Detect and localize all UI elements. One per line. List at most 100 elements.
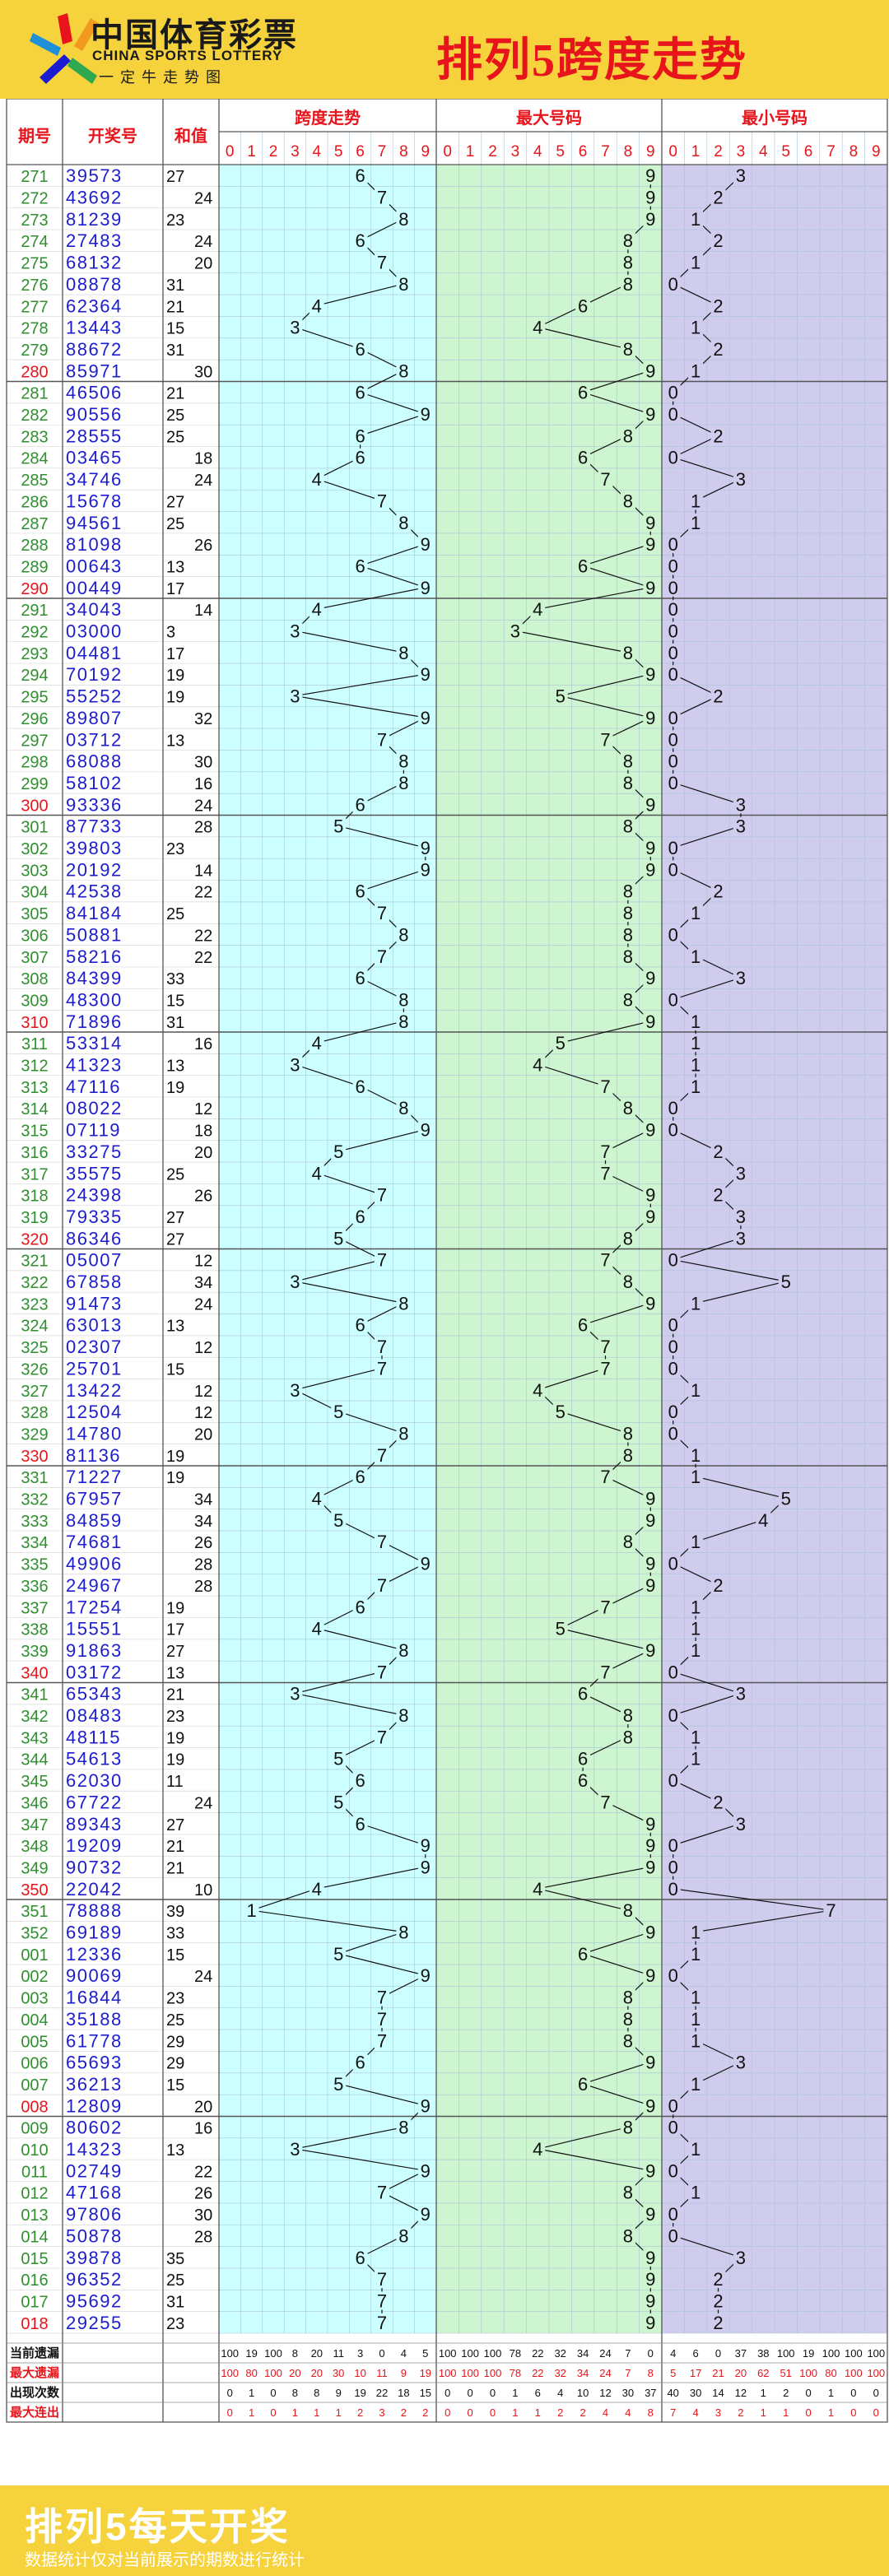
trend-marker: 5 <box>333 1228 343 1248</box>
trend-marker: 9 <box>645 1510 655 1531</box>
trend-marker-bg <box>331 1402 347 1421</box>
trend-marker-bg <box>688 2140 704 2159</box>
trend-marker: 8 <box>623 2183 633 2203</box>
header-period: 期号 <box>18 127 51 146</box>
header-sum: 和值 <box>175 126 207 146</box>
stat-value: 1 <box>314 2406 319 2419</box>
digit-header: 4 <box>313 143 322 160</box>
trend-marker-bg <box>287 1380 303 1399</box>
stat-value: 1 <box>761 2406 766 2419</box>
digit-header: 9 <box>421 143 431 160</box>
stat-value: 10 <box>354 2367 365 2379</box>
trend-marker-bg <box>688 1294 704 1313</box>
draw-number: 08483 <box>66 1705 123 1726</box>
trend-marker: 3 <box>736 1684 746 1704</box>
trend-marker: 8 <box>623 339 633 360</box>
draw-number: 27483 <box>66 230 123 251</box>
trend-marker-bg <box>733 1229 748 1248</box>
stat-value: 100 <box>221 2367 239 2379</box>
digit-header: 4 <box>533 143 542 160</box>
trend-marker: 9 <box>645 1011 655 1032</box>
trend-marker-bg <box>620 2183 635 2202</box>
trend-marker: 0 <box>668 708 678 728</box>
trend-marker-bg <box>552 686 568 705</box>
trend-marker: 9 <box>421 1554 431 1574</box>
trend-marker: 4 <box>533 1879 542 1899</box>
sum-value: 15 <box>166 1360 184 1379</box>
trend-marker: 0 <box>668 2204 678 2225</box>
trend-marker: 9 <box>421 708 431 728</box>
trend-marker: 9 <box>645 165 655 186</box>
trend-marker: 0 <box>668 729 678 750</box>
sum-value: 34 <box>194 1513 212 1531</box>
trend-marker-bg <box>287 318 303 337</box>
draw-number: 35188 <box>66 2009 123 2030</box>
period-label: 332 <box>21 1491 48 1509</box>
trend-marker: 0 <box>668 274 678 295</box>
trend-marker: 8 <box>623 946 633 967</box>
draw-number: 81136 <box>66 1445 121 1466</box>
draw-number: 67722 <box>66 1792 123 1812</box>
trend-marker: 0 <box>668 2160 678 2181</box>
trend-marker: 6 <box>578 1770 588 1791</box>
draw-number: 94561 <box>66 513 123 533</box>
draw-number: 46506 <box>66 383 123 403</box>
trend-marker-bg <box>688 1055 704 1074</box>
trend-marker: 9 <box>645 404 655 425</box>
trend-marker-bg <box>575 1944 591 1963</box>
period-label: 328 <box>21 1404 48 1422</box>
trend-marker: 9 <box>645 2248 655 2268</box>
trend-marker-bg <box>620 1706 635 1725</box>
trend-marker-bg <box>620 2009 635 2028</box>
stat-value: 5 <box>670 2367 676 2379</box>
stat-value: 2 <box>357 2406 363 2419</box>
trend-marker-bg <box>375 1359 389 1378</box>
trend-marker-bg <box>665 1836 681 1855</box>
sum-value: 15 <box>166 320 184 338</box>
sum-value: 22 <box>194 884 212 902</box>
trend-marker: 0 <box>668 859 678 880</box>
stat-value: 1 <box>535 2406 541 2419</box>
draw-number: 39878 <box>66 2248 123 2268</box>
sum-value: 30 <box>194 363 212 381</box>
trend-marker: 4 <box>312 1879 322 1899</box>
stat-value: 0 <box>490 2406 496 2419</box>
period-label: 018 <box>21 2315 48 2333</box>
trend-marker-bg <box>396 2226 412 2245</box>
group-separators <box>7 380 887 2118</box>
trend-marker: 1 <box>691 1033 700 1053</box>
trend-marker-bg <box>733 166 748 185</box>
trend-marker: 4 <box>533 599 542 620</box>
period-label: 006 <box>21 2055 48 2073</box>
trend-marker: 7 <box>600 1337 610 1357</box>
trend-marker-bg <box>309 600 324 619</box>
trend-marker: 8 <box>623 274 633 295</box>
stat-label: 出现次数 <box>10 2385 60 2400</box>
trend-marker: 6 <box>578 1749 588 1769</box>
period-label: 282 <box>21 407 48 425</box>
sum-value: 28 <box>194 1578 212 1596</box>
trend-marker-bg <box>396 643 412 662</box>
trend-marker: 2 <box>713 339 723 360</box>
trend-marker-bg <box>575 1684 591 1703</box>
trend-marker: 4 <box>533 1380 542 1401</box>
draw-number: 87733 <box>66 816 123 837</box>
digit-header: 7 <box>378 143 387 160</box>
trend-marker: 8 <box>398 751 408 772</box>
trend-marker-bg <box>620 1901 635 1920</box>
trend-marker: 6 <box>355 1467 365 1487</box>
trend-marker: 7 <box>377 2313 387 2333</box>
stat-value: 3 <box>357 2347 363 2360</box>
trend-marker: 9 <box>645 360 655 381</box>
trend-marker-bg <box>643 513 659 532</box>
trend-marker-bg <box>733 2053 748 2071</box>
draw-number: 13443 <box>66 318 123 338</box>
sum-value: 13 <box>166 732 184 750</box>
sum-value: 33 <box>166 1925 184 1943</box>
digit-header: 3 <box>291 143 300 160</box>
trend-marker: 4 <box>312 1619 322 1639</box>
trend-marker-bg <box>643 1207 659 1225</box>
trend-marker-bg <box>710 1185 726 1204</box>
trend-marker-bg <box>756 1510 771 1529</box>
trend-marker: 7 <box>377 1532 387 1552</box>
